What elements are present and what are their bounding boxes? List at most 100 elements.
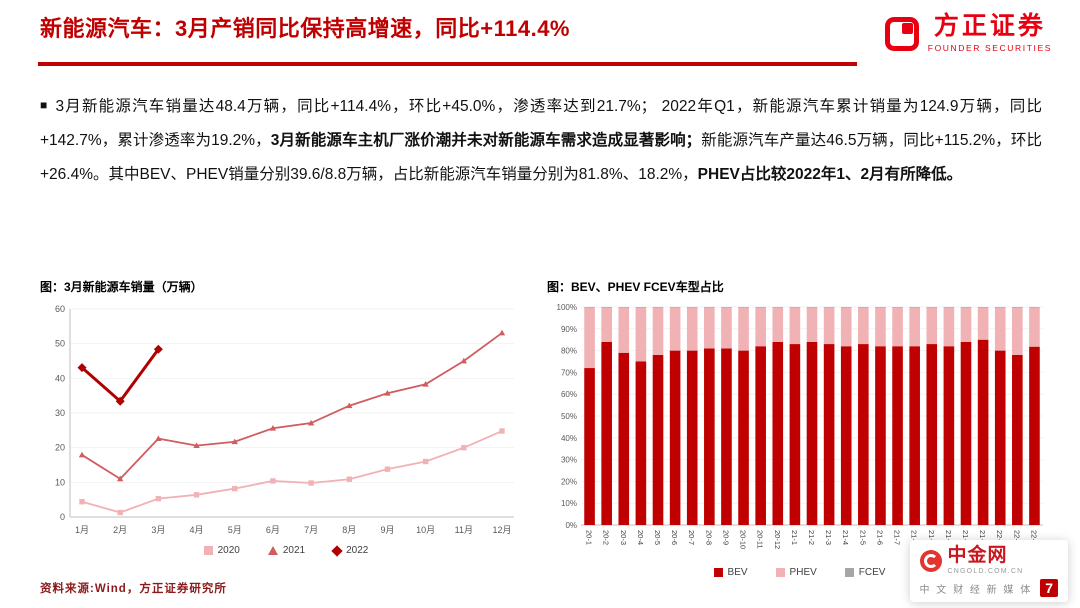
bars-FCEV [584,307,1040,308]
svg-text:20-3: 20-3 [619,530,628,545]
svg-text:21-12: 21-12 [978,530,987,549]
body-segment: 新能源汽车产量达46.5万辆，同比+115.2%，环比+26.4%。其中BEV、… [40,132,1043,184]
svg-text:20-4: 20-4 [636,530,645,545]
svg-text:11月: 11月 [455,525,473,535]
svg-text:60%: 60% [561,390,577,399]
line-chart-legend: 2020 2021 2022 [40,544,532,557]
svg-text:21-3: 21-3 [824,530,833,545]
svg-text:21-4: 21-4 [841,530,850,545]
body-segment: 3月新能源汽车销量达48.4万辆，同比+114.4%，环比+45.0%，渗透率达… [40,98,1042,150]
legend-label-2021: 2021 [282,545,306,556]
svg-text:21-7: 21-7 [893,530,902,545]
svg-text:20: 20 [55,443,65,453]
cngold-names: 中金网 CNGOLD.COM.CN [948,546,1024,575]
svg-text:3月: 3月 [151,525,165,535]
cngold-domain: CNGOLD.COM.CN [947,568,1024,575]
svg-text:30%: 30% [561,456,577,465]
svg-text:2月: 2月 [113,525,127,535]
line-series-2021 [78,329,506,482]
svg-text:70%: 70% [561,368,577,377]
bars-BEV [584,339,1040,525]
legend-item-phev: PHEV [775,567,817,578]
charts-row: 图：3月新能源车销量（万辆） 0 10 20 30 40 50 60 1月 2月 3月 4月 5月 6月… [40,278,1052,578]
svg-text:10%: 10% [561,499,577,508]
legend-item-fcev: FCEV [844,567,885,578]
svg-text:21-2: 21-2 [807,530,816,545]
svg-text:5月: 5月 [228,525,242,535]
legend-item-2021: 2021 [267,545,306,556]
svg-text:20-1: 20-1 [585,530,594,545]
brand-name-en: FOUNDER SECURITIES [927,43,1052,53]
svg-text:21-9: 21-9 [927,530,936,545]
svg-text:21-5: 21-5 [858,530,867,545]
svg-text:20-6: 20-6 [670,530,679,545]
svg-text:20-5: 20-5 [653,530,662,545]
svg-text:100%: 100% [557,303,577,312]
svg-text:21-11: 21-11 [961,530,970,549]
chart-powertrain-share: 图：BEV、PHEV FCEV车型占比 0% 10% 20% 30% 40% 50% 60%… [547,278,1052,578]
svg-text:22-2: 22-2 [1012,530,1021,545]
page-title: 新能源汽车：3月产销同比保持高增速，同比+114.4% [40,16,570,41]
bars-PHEV [584,307,1040,369]
title-underline-rule [38,62,857,66]
svg-text:20-2: 20-2 [602,530,611,545]
svg-text:40: 40 [55,373,65,383]
legend-marker-fcev [844,568,854,577]
legend-marker-phev [775,568,785,577]
chart-title-right: 图：BEV、PHEV FCEV车型占比 [547,280,724,294]
brand-text: 方正证券 FOUNDER SECURITIES [927,12,1052,54]
cngold-logo-icon [919,549,942,572]
legend-marker-2021 [267,546,278,555]
svg-text:22-1: 22-1 [995,530,1004,545]
chart-nev-monthly-sales: 图：3月新能源车销量（万辆） 0 10 20 30 40 50 60 1月 2月 3月 4月 5月 6月… [40,278,532,578]
svg-text:40%: 40% [561,434,577,443]
body-segment: 3月新能源车主机厂涨价潮并未对新能源车需求造成显著影响； [270,132,702,150]
svg-text:20-10: 20-10 [739,530,748,549]
cngold-tagline: 中 文 财 经 新 媒 体 [919,584,1033,596]
legend-marker-2020 [203,546,213,555]
stacked-bar-chart: 0% 10% 20% 30% 40% 50% 60% 70% 80% 90% 100% 20-1 20-… [557,303,1043,549]
svg-text:10: 10 [55,477,65,487]
bullet-square: ■ [40,98,49,112]
legend-label-2022: 2022 [346,545,369,556]
svg-text:0: 0 [60,512,65,522]
svg-text:6月: 6月 [266,525,280,535]
source-note: 资料来源:Wind，方正证券研究所 [40,583,227,595]
svg-text:20-8: 20-8 [704,530,713,545]
svg-text:20-12: 20-12 [773,530,782,549]
page-number: 7 [1040,579,1058,597]
svg-text:7月: 7月 [304,525,318,535]
legend-item-2022: 2022 [331,544,369,557]
bar-chart-legend: BEV PHEV FCEV [547,567,1052,578]
svg-text:21-8: 21-8 [910,530,919,545]
legend-item-bev: BEV [713,567,748,578]
svg-text:20-7: 20-7 [687,530,696,545]
cngold-watermark: 中金网 CNGOLD.COM.CN 中 文 财 经 新 媒 体 7 [909,540,1068,602]
line-chart: 0 10 20 30 40 50 60 1月 2月 3月 4月 5月 6月 7月 8月 9月 10月 11月 12月 [55,304,514,535]
svg-text:80%: 80% [561,347,577,356]
legend-label-bev: BEV [727,567,748,578]
legend-label-2020: 2020 [217,545,240,556]
svg-text:12月: 12月 [492,525,511,535]
svg-text:4月: 4月 [190,525,204,535]
line-series-2022 [77,344,163,406]
svg-text:20-9: 20-9 [721,530,730,545]
svg-text:10月: 10月 [416,525,435,535]
svg-text:50: 50 [55,339,65,349]
svg-text:20-11: 20-11 [756,530,765,549]
svg-text:90%: 90% [561,325,577,334]
svg-text:8月: 8月 [342,525,356,535]
svg-text:30: 30 [55,408,65,418]
brand-name-cn: 方正证券 [933,12,1046,40]
svg-text:21-6: 21-6 [875,530,884,545]
cngold-name: 中金网 [947,545,1008,566]
legend-item-2020: 2020 [203,545,240,556]
logo-inner-square [901,22,913,34]
svg-text:0%: 0% [565,521,577,530]
svg-text:9月: 9月 [380,525,394,535]
legend-marker-bev [713,568,723,577]
legend-marker-2022 [331,544,343,557]
svg-text:22-3: 22-3 [1029,530,1038,545]
header: 新能源汽车：3月产销同比保持高增速，同比+114.4% 方正证券 FOUNDER… [40,12,1052,54]
